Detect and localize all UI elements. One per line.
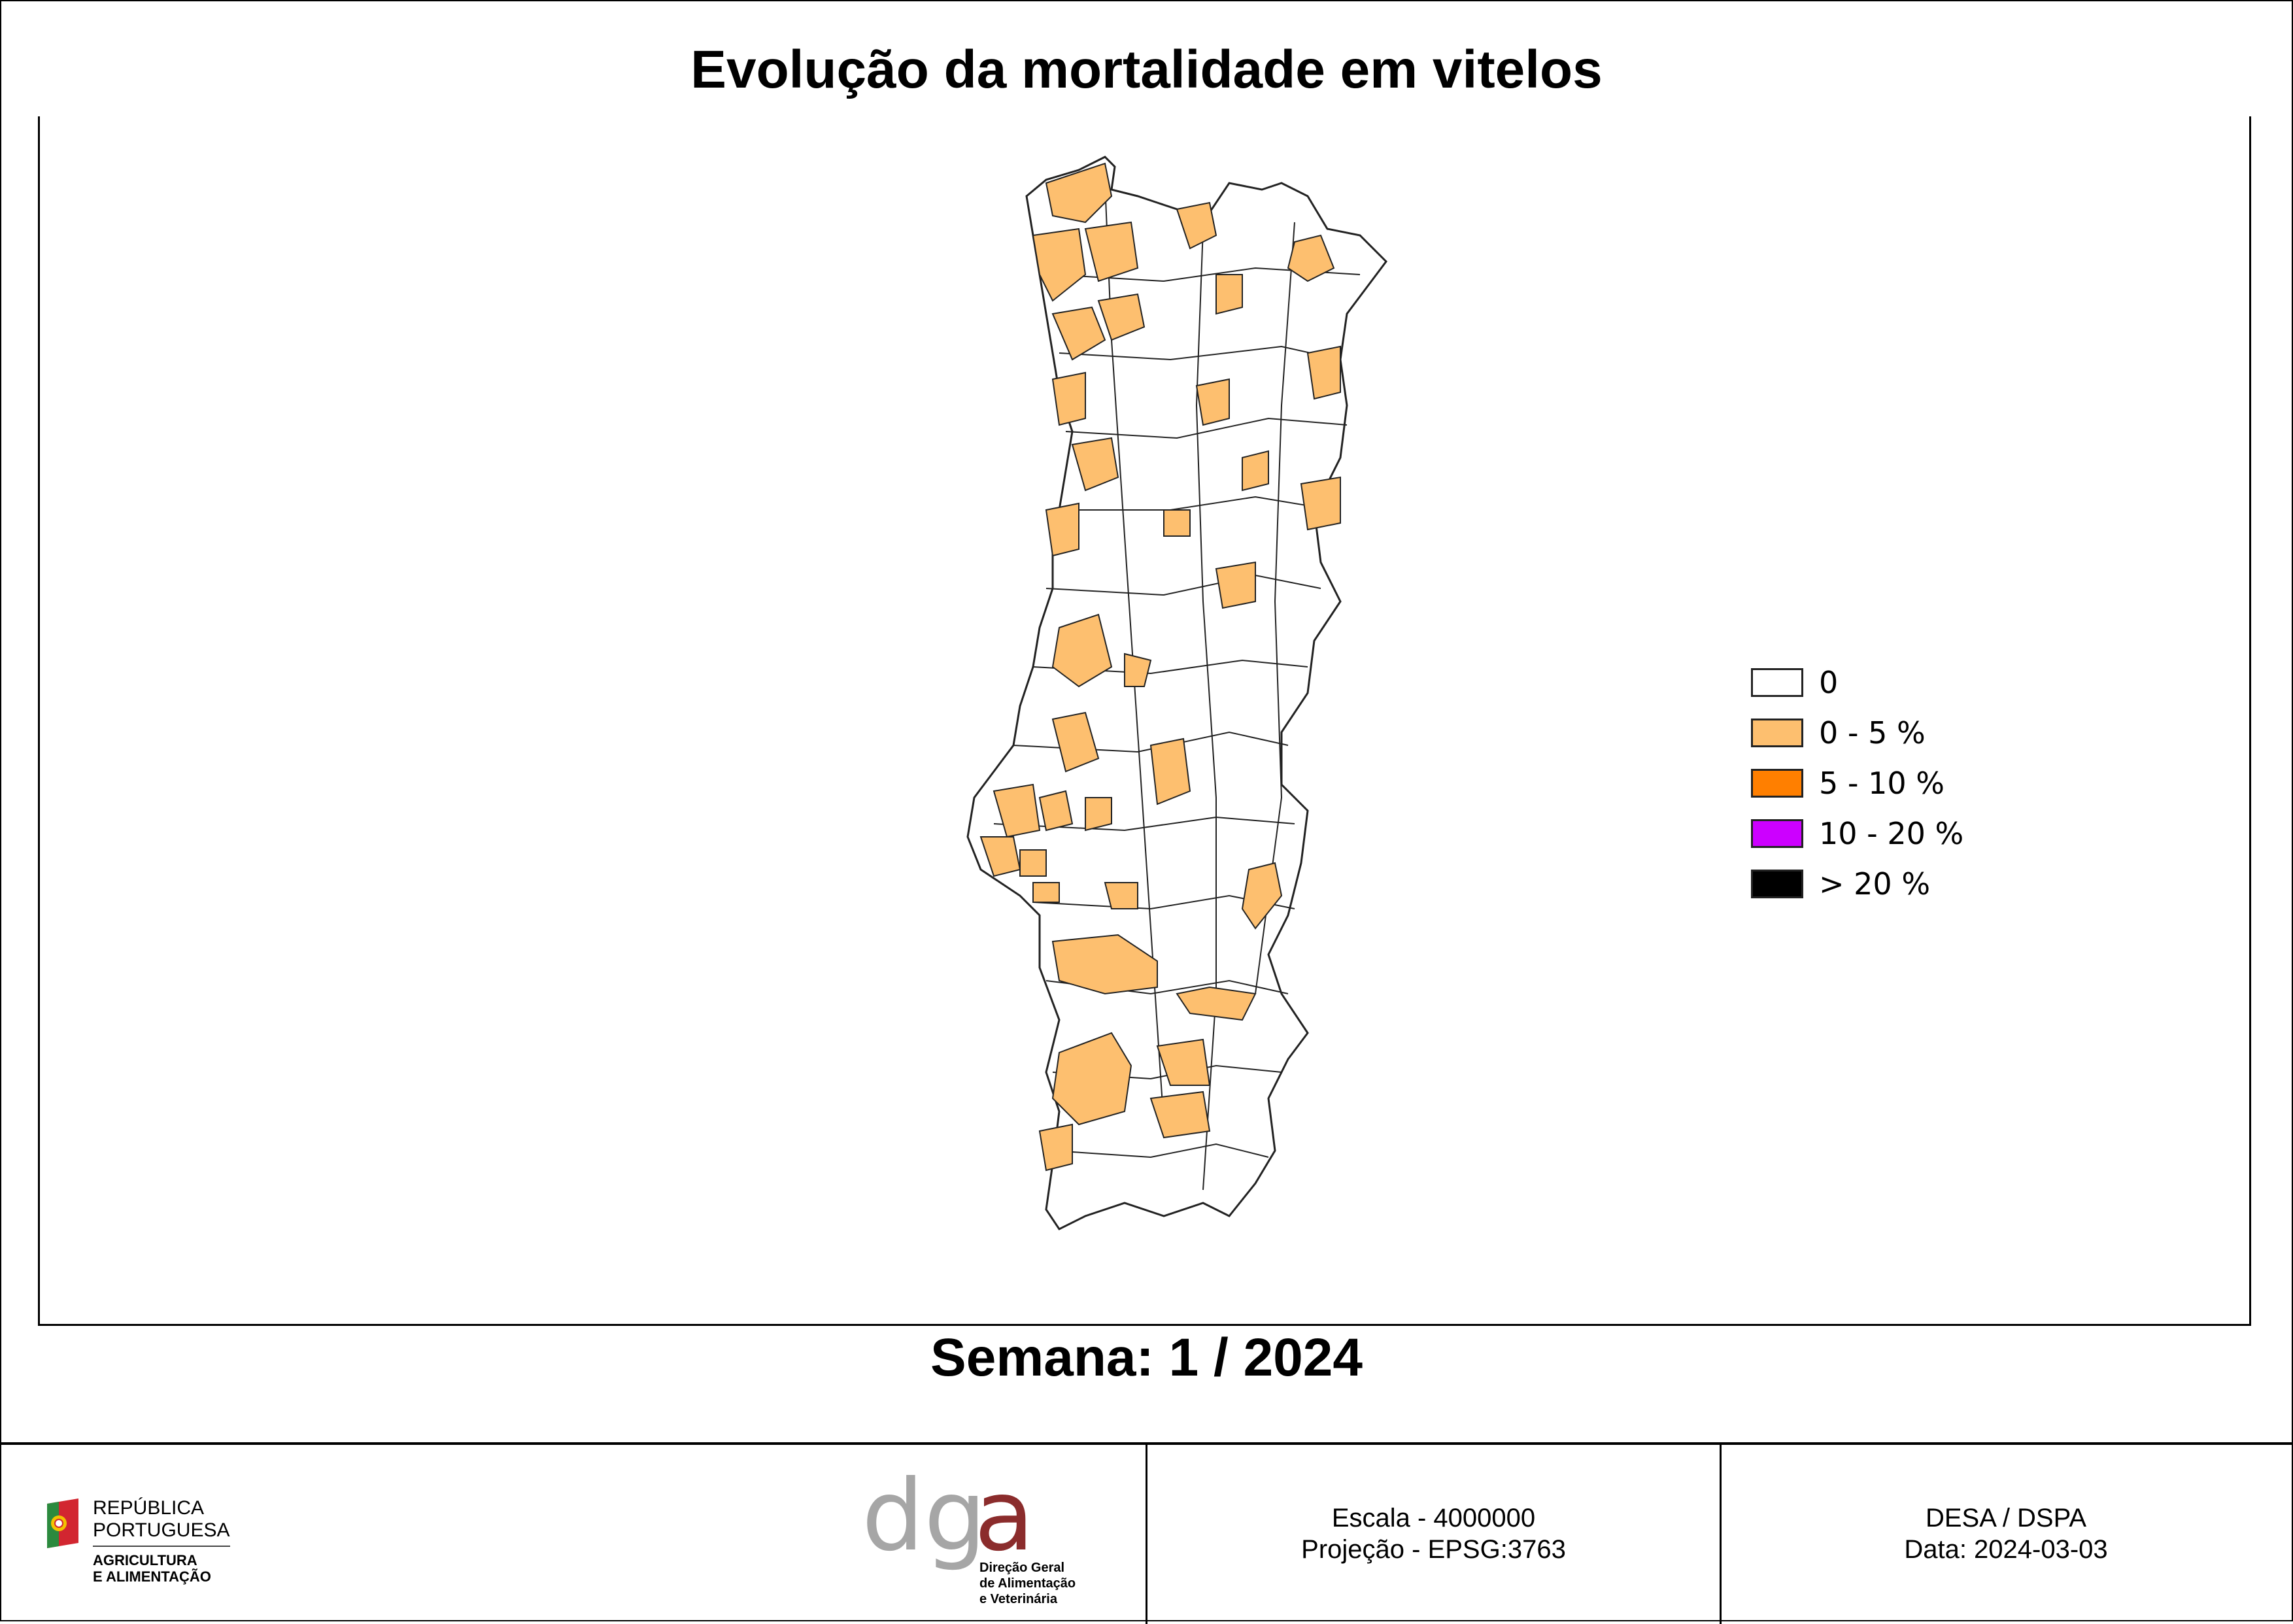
footer-divider-1 [1146,1445,1147,1624]
footer: REPÚBLICA PORTUGUESA AGRICULTURA E ALIME… [0,1442,2293,1624]
portugal-emblem-icon [47,1498,78,1548]
legend-item-0-5: 0 - 5 % [1751,707,1963,758]
map-frame [38,116,2251,1326]
legend-label-10-20: 10 - 20 % [1819,815,1964,851]
org-text: DESA / DSPA [1925,1504,2086,1532]
svg-text:av: av [974,1459,1032,1573]
week-label: Semana: 1 / 2024 [930,1328,1363,1387]
dgav-subtitle: Direção Geral de Alimentação e Veterinár… [979,1560,1076,1607]
org-date: DESA / DSPA Data: 2024-03-03 [1722,1502,2290,1565]
legend-swatch-10-20 [1751,819,1803,848]
legend-swatch-0-5 [1751,718,1803,747]
map-legend: 0 0 - 5 % 5 - 10 % 10 - 20 % > 20 % [1751,657,1963,909]
date-text: Data: 2024-03-03 [1904,1535,2108,1564]
municipalities-0-5 [979,162,1341,1172]
legend-swatch-0 [1751,668,1803,697]
legend-label-0: 0 [1819,664,1839,700]
dgav-sub-line1: Direção Geral [979,1561,1065,1575]
rp-ministry-line2: E ALIMENTAÇÃO [93,1568,211,1585]
dgav-sub-line3: e Veterinária [979,1592,1057,1606]
legend-item-0: 0 [1751,657,1963,707]
dgav-sub-line2: de Alimentação [979,1576,1076,1591]
map-title: Evolução da mortalidade em vitelos [690,40,1603,99]
rp-name-line1: REPÚBLICA [93,1497,205,1519]
rp-ministry-line1: AGRICULTURA [93,1552,197,1568]
legend-item-5-10: 5 - 10 % [1751,758,1963,808]
legend-item-10-20: 10 - 20 % [1751,808,1963,858]
legend-label-5-10: 5 - 10 % [1819,765,1945,801]
dgav-logo-mark: dg av [862,1459,1032,1573]
rp-name-line2: PORTUGUESA [93,1519,230,1541]
map-scale-projection: Escala - 4000000 Projeção - EPSG:3763 [1147,1502,1720,1565]
footer-divider-2 [1720,1445,1722,1624]
scale-text: Escala - 4000000 [1331,1504,1536,1532]
legend-item-20-plus: > 20 % [1751,858,1963,909]
legend-label-0-5: 0 - 5 % [1819,715,1926,751]
republica-portuguesa-logo: REPÚBLICA PORTUGUESA AGRICULTURA E ALIME… [44,1497,230,1585]
rp-rule [93,1546,230,1547]
legend-label-20-plus: > 20 % [1819,866,1931,902]
portugal-municipalities-map [966,156,1387,1230]
dgav-logo: dg av Direção Geral de Alimentação e Vet… [862,1458,1136,1615]
legend-swatch-20-plus [1751,869,1803,898]
projection-text: Projeção - EPSG:3763 [1301,1535,1566,1564]
legend-swatch-5-10 [1751,768,1803,798]
svg-text:dg: dg [862,1459,986,1573]
